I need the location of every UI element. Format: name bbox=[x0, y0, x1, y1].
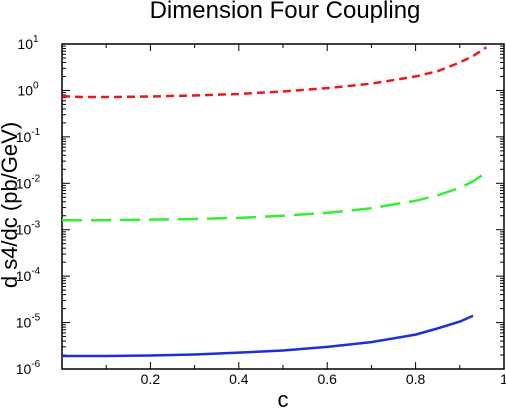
y-tick-label: 10-4 bbox=[16, 266, 41, 284]
y-tick-exponent: -2 bbox=[31, 173, 40, 184]
y-tick-base: 10 bbox=[16, 222, 32, 238]
series-line-3 bbox=[62, 314, 474, 358]
y-tick-label: 10-5 bbox=[16, 313, 41, 331]
series-line-1 bbox=[61, 46, 488, 99]
y-tick-base: 10 bbox=[16, 268, 32, 284]
y-tick-label: 10-6 bbox=[16, 359, 41, 377]
y-tick-exponent: -4 bbox=[31, 266, 40, 277]
series-layer bbox=[61, 46, 488, 358]
y-tick-exponent: -1 bbox=[31, 127, 40, 138]
y-tick-base: 10 bbox=[16, 315, 32, 331]
y-tick-exponent: 0 bbox=[33, 80, 39, 91]
x-tick-label: 1 bbox=[500, 371, 506, 387]
y-tick-label: 10-2 bbox=[16, 173, 41, 191]
y-tick-base: 10 bbox=[16, 361, 32, 377]
y-tick-base: 10 bbox=[16, 129, 32, 145]
axis-ticks: 0.2 0.4 0.6 0.8 110110010-110-210-310-410-51… bbox=[16, 34, 506, 387]
x-tick-label: 0.2 bbox=[141, 371, 161, 387]
y-tick-base: 10 bbox=[16, 175, 32, 191]
x-tick-label: 0.6 bbox=[317, 371, 337, 387]
plot-area-frame bbox=[61, 43, 505, 370]
chart-title: Dimension Four Coupling bbox=[150, 0, 421, 24]
y-tick-base: 10 bbox=[17, 36, 33, 52]
x-tick-label: 0.8 bbox=[406, 371, 426, 387]
series-line-2 bbox=[62, 171, 488, 222]
y-tick-exponent: -3 bbox=[31, 220, 40, 231]
y-tick-exponent: -5 bbox=[31, 313, 40, 324]
y-tick-label: 10-3 bbox=[16, 220, 41, 238]
y-tick-label: 100 bbox=[17, 80, 39, 98]
y-tick-label: 10-1 bbox=[16, 127, 41, 145]
y-tick-base: 10 bbox=[17, 82, 33, 98]
y-axis-label: d s4/dc (pb/GeV) bbox=[0, 122, 22, 288]
x-axis-label: c bbox=[278, 387, 289, 412]
x-tick-label: 0.4 bbox=[229, 371, 249, 387]
y-tick-exponent: -6 bbox=[31, 359, 40, 370]
y-tick-exponent: 1 bbox=[33, 34, 39, 45]
y-tick-label: 101 bbox=[17, 34, 39, 52]
